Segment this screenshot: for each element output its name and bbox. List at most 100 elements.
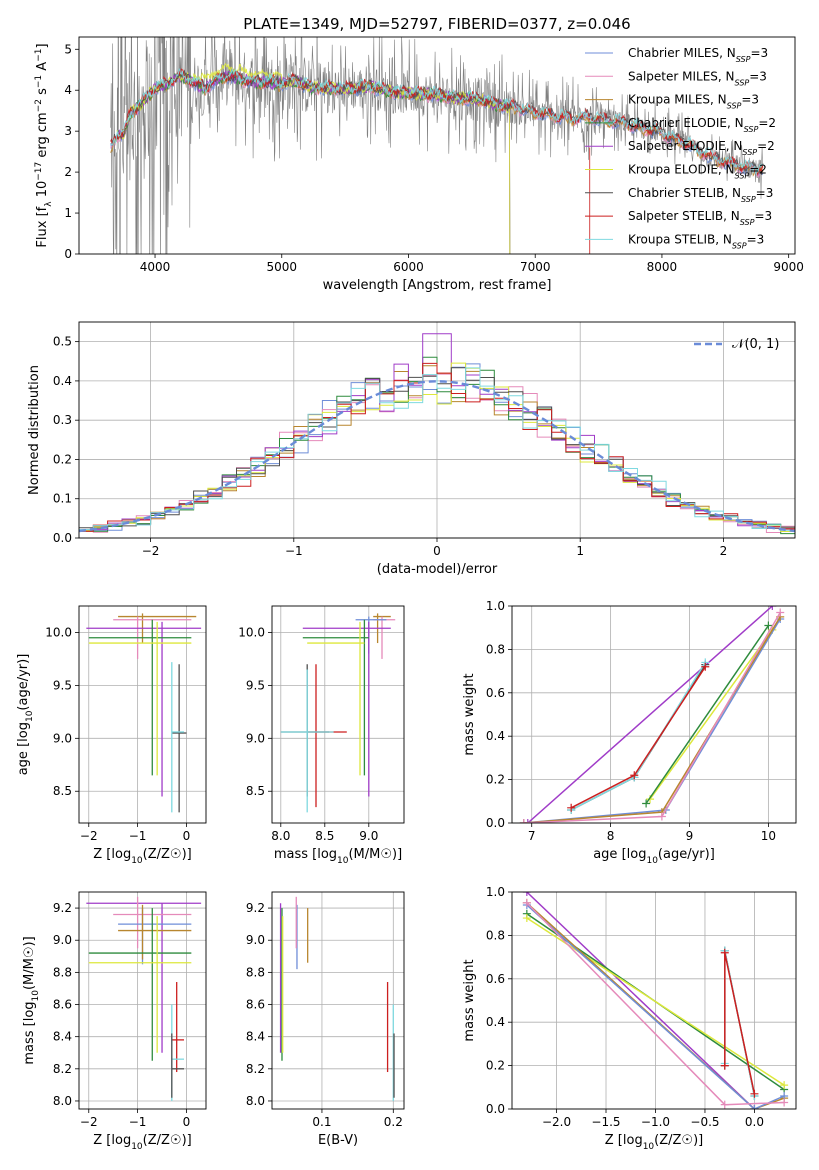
y-tick-label: 9.2	[53, 901, 72, 915]
y-tick-label: 0.2	[486, 1059, 505, 1073]
axes-frame	[271, 891, 405, 1110]
y-tick-label: 8.8	[246, 965, 265, 979]
weight-marker	[522, 914, 531, 923]
weight-marker	[630, 771, 639, 780]
y-tick-label: 5	[64, 42, 72, 56]
panel-weight_vs_age: 7 8 9 10 0.0 0.2 0.4 0.6 0.8 1.0 age [log10(age/yr…	[462, 599, 797, 866]
panel-mass_vs_ebv: 0.1 0.2 8.0 8.2 8.4 8.6 8.8 9.0 9.2 E(B-V)	[246, 891, 405, 1148]
axes-frame	[271, 605, 405, 824]
observed-spectrum	[110, 37, 764, 254]
legend-entry: Salpeter MILES, NSSP=3	[628, 69, 767, 87]
residual-histogram	[79, 362, 795, 532]
plot-area	[522, 892, 789, 1109]
y-axis-label: Normed distribution	[27, 365, 42, 495]
axes-frame	[511, 891, 797, 1110]
y-tick-label: 0.6	[486, 972, 505, 986]
panel-mass_vs_Z: −2 −1 0 8.0 8.2 8.4 8.6 8.8 9.0 9.2 Z [log10(Z/Z☉)…	[22, 891, 207, 1152]
panel-age_vs_Z: −2 −1 0 8.5 9.0 9.5 10.0 Z [log10(Z/Z☉)] age [lo…	[16, 605, 207, 866]
legend-entry: Kroupa MILES, NSSP=3	[628, 93, 759, 111]
y-tick-label: 9.5	[53, 678, 72, 692]
y-tick-label: 8.8	[53, 965, 72, 979]
y-axis-label: Flux [fλ 10−17 erg cm−2 s−1 A−1]	[34, 43, 54, 247]
x-tick-label: 5000	[266, 260, 297, 274]
residual-histogram	[79, 367, 795, 531]
x-tick-label: 9	[686, 829, 694, 843]
x-axis-label: (data-model)/error	[377, 562, 498, 577]
x-tick-label: 8000	[647, 260, 678, 274]
weight-marker	[522, 898, 531, 907]
y-tick-label: 0.0	[53, 531, 72, 545]
x-tick-label: 0	[183, 829, 191, 843]
y-tick-label: 9.0	[53, 933, 72, 947]
plot-area	[79, 333, 795, 535]
x-tick-label: 0	[433, 544, 441, 558]
y-axis-label: mass weight	[462, 673, 477, 755]
x-tick-label: −1	[129, 1115, 147, 1129]
x-axis-label: Z [log10(Z/Z☉)]	[93, 847, 191, 866]
y-tick-label: 8.6	[246, 998, 265, 1012]
x-tick-label: 0.0	[745, 1115, 764, 1129]
y-tick-label: 0.4	[486, 729, 505, 743]
weight-line	[570, 664, 706, 811]
x-tick-label: −2	[80, 829, 98, 843]
plot-area	[280, 613, 396, 813]
y-tick-label: 8.6	[53, 998, 72, 1012]
x-tick-label: −0.5	[690, 1115, 719, 1129]
y-tick-label: 8.0	[246, 1094, 265, 1108]
weight-line	[527, 606, 773, 823]
residual-histogram	[79, 362, 795, 532]
x-axis-label: age [log10(age/yr)]	[593, 847, 715, 866]
y-tick-label: 1	[64, 206, 72, 220]
panel-spectrum: 4000 5000 6000 7000 8000 9000 0 1 2 3 4 5 wavelength…	[34, 36, 804, 293]
weight-marker	[519, 819, 528, 823]
y-axis-label: mass [log10(M/M☉)]	[22, 936, 41, 1064]
y-tick-label: 10.0	[45, 625, 72, 639]
legend-entry: Salpeter STELIB, NSSP=3	[628, 209, 772, 227]
axes-frame	[78, 321, 796, 539]
legend-entry: Kroupa STELIB, NSSP=3	[628, 232, 764, 250]
y-axis-label: mass weight	[462, 959, 477, 1041]
y-tick-label: 3	[64, 124, 72, 138]
plot-area	[279, 896, 395, 1101]
weight-marker	[720, 948, 729, 957]
weight-marker	[522, 892, 531, 896]
x-tick-label: 7	[528, 829, 536, 843]
weight-marker	[780, 1081, 789, 1090]
y-tick-label: 0.4	[53, 374, 72, 388]
weight-line	[645, 625, 770, 804]
weight-marker	[764, 621, 773, 630]
y-tick-label: 0.8	[486, 928, 505, 942]
x-tick-label: 6000	[393, 260, 424, 274]
legend-entry: Kroupa ELODIE, NSSP=2	[628, 163, 767, 181]
weight-marker	[567, 803, 576, 812]
x-axis-label: E(B-V)	[318, 1133, 358, 1148]
x-tick-label: 8.0	[271, 829, 290, 843]
x-tick-label: 0	[183, 1115, 191, 1129]
legend-entry: Salpeter ELODIE, NSSP=2	[628, 139, 775, 157]
weight-marker	[657, 812, 666, 821]
x-tick-label: 10	[761, 829, 776, 843]
axes-frame	[78, 891, 207, 1110]
y-tick-label: 1.0	[486, 885, 505, 899]
weight-marker	[701, 662, 710, 671]
weight-marker	[750, 1105, 759, 1109]
axes-frame	[78, 36, 796, 255]
y-tick-label: 9.2	[246, 901, 265, 915]
y-tick-label: 9.5	[246, 678, 265, 692]
y-tick-label: 8.4	[53, 1030, 72, 1044]
axes-frame	[511, 605, 797, 824]
y-tick-label: 4	[64, 83, 72, 97]
y-tick-label: 9.0	[246, 933, 265, 947]
y-tick-label: 9.0	[246, 731, 265, 745]
x-axis-label: Z [log10(Z/Z☉)]	[605, 1133, 703, 1152]
panel-residuals: −2 −1 0 1 2 0.0 0.1 0.2 0.3 0.4 0.5 (data-model)/er…	[27, 321, 796, 577]
normal-curve	[79, 380, 795, 533]
y-tick-label: 0.6	[486, 686, 505, 700]
y-tick-label: 0.2	[53, 452, 72, 466]
x-tick-label: −2	[80, 1115, 98, 1129]
plot-area	[86, 613, 202, 813]
panel-weight_vs_Z: −2.0 −1.5 −1.0 −0.5 0.0 0.0 0.2 0.4 0.6 0.8 1.0 Z […	[462, 885, 797, 1152]
weight-line	[570, 666, 706, 809]
x-axis-label: Z [log10(Z/Z☉)]	[93, 1133, 191, 1152]
